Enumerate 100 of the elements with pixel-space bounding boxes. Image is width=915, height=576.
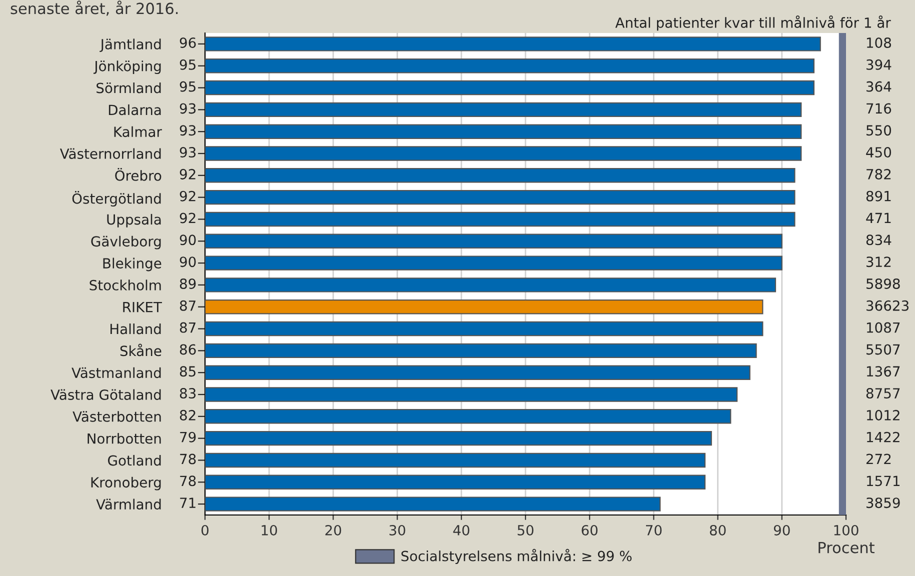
y-tick-label: Halland — [110, 323, 161, 334]
y-tick-label: Gotland — [108, 454, 161, 466]
data-label: 93 — [180, 125, 196, 136]
text: 364 — [866, 81, 892, 92]
bar — [205, 124, 802, 139]
bar — [205, 190, 796, 205]
bar — [205, 387, 738, 402]
text: 394 — [866, 59, 892, 70]
y-tick-label: RIKET — [123, 302, 162, 312]
bar — [205, 234, 782, 248]
bar — [205, 365, 750, 380]
x-tick-label: 70 — [646, 524, 662, 536]
y-tick-label: Östergötland — [72, 190, 161, 207]
x-tick-label: 60 — [582, 524, 598, 536]
bar — [205, 58, 815, 74]
bar — [205, 321, 764, 336]
x-tick-label: 30 — [390, 524, 406, 536]
text: 3859 — [866, 498, 900, 508]
x-tick-label: 0 — [201, 524, 208, 536]
text: 450 — [866, 147, 892, 158]
x-tick-label: 20 — [325, 524, 342, 536]
y-tick-label: Örebro — [115, 168, 162, 181]
y-tick-label: Jönköping — [93, 60, 161, 74]
text: 1422 — [866, 432, 900, 442]
x-tick-label: 50 — [518, 524, 534, 536]
y-tick-label: Kronoberg — [91, 476, 161, 490]
bar — [205, 474, 706, 490]
data-label: 78 — [180, 454, 196, 464]
y-tick-label: Gävleborg — [91, 236, 161, 250]
text: 5507 — [866, 344, 900, 355]
text: 550 — [866, 125, 892, 136]
y-tick-label: Värmland — [96, 498, 161, 510]
text: 8757 — [866, 388, 900, 399]
text: Antal patienter kvar till målnivå för 1 år — [615, 16, 891, 31]
text: 36623 — [866, 300, 909, 311]
bar — [205, 36, 821, 52]
text: 782 — [866, 168, 891, 180]
x-tick-label: 90 — [774, 524, 790, 536]
data-label: 82 — [180, 410, 196, 420]
bar — [205, 496, 661, 512]
data-label: 96 — [180, 37, 196, 48]
data-label: 93 — [180, 103, 196, 114]
data-label: 95 — [180, 59, 196, 70]
data-label: 79 — [180, 432, 196, 442]
text: 1087 — [866, 322, 900, 333]
data-label: 90 — [180, 234, 196, 246]
y-tick-label: Uppsala — [107, 214, 161, 228]
y-tick-label: Dalarna — [108, 104, 161, 116]
text: 1367 — [866, 366, 900, 377]
data-label: 92 — [180, 190, 196, 202]
bar — [205, 168, 796, 183]
data-label: 93 — [180, 147, 196, 158]
text: 108 — [866, 37, 892, 48]
chart-title: senaste året, år 2016. — [10, 0, 178, 16]
bar — [205, 278, 776, 292]
y-tick-label: Västmanland — [72, 367, 161, 378]
text: 716 — [866, 103, 892, 114]
text: 1571 — [866, 476, 900, 486]
bar — [205, 343, 757, 358]
data-label: 90 — [180, 256, 196, 268]
y-tick-label: Norrbotten — [88, 433, 161, 444]
x-tick-label: 80 — [710, 524, 726, 536]
y-tick-label: Jämtland — [100, 38, 161, 52]
bar — [205, 256, 782, 270]
data-label: 71 — [180, 498, 196, 508]
y-tick-label: Stockholm — [90, 280, 161, 290]
bar — [205, 212, 796, 227]
y-tick-label: Västra Götaland — [50, 389, 161, 400]
data-label: 87 — [180, 322, 196, 333]
bar — [205, 452, 706, 468]
data-label: 85 — [180, 366, 196, 377]
data-label: 89 — [180, 278, 196, 289]
x-axis-title: Procent — [818, 542, 874, 554]
legend-label: Socialstyrelsens målnivå: ≥ 99 % — [401, 548, 632, 564]
data-label: 95 — [180, 81, 196, 92]
y-tick-label: Västernorrland — [60, 148, 161, 159]
text: 312 — [866, 256, 891, 268]
data-label: 92 — [180, 212, 196, 224]
data-label: 78 — [180, 476, 196, 486]
data-label: 83 — [180, 388, 196, 399]
data-label: 92 — [180, 168, 196, 180]
x-tick-label: 100 — [834, 524, 858, 536]
x-tick-label: 40 — [453, 524, 470, 536]
bar — [205, 409, 732, 424]
text: 1012 — [866, 410, 900, 420]
text: 471 — [866, 212, 891, 224]
bar — [205, 300, 764, 314]
text: 891 — [866, 190, 891, 202]
bar — [205, 430, 712, 446]
bar — [205, 80, 815, 96]
bar — [205, 102, 802, 118]
x-tick-label: 10 — [262, 524, 278, 536]
y-tick-label: Kalmar — [114, 126, 162, 138]
data-label: 87 — [180, 300, 196, 311]
text: 5898 — [866, 278, 900, 289]
y-tick-label: Skåne — [120, 344, 162, 356]
y-tick-label: Västerbotten — [72, 411, 161, 422]
y-tick-label: Sörmland — [96, 82, 161, 94]
data-label: 86 — [180, 344, 196, 355]
bar — [205, 146, 802, 161]
